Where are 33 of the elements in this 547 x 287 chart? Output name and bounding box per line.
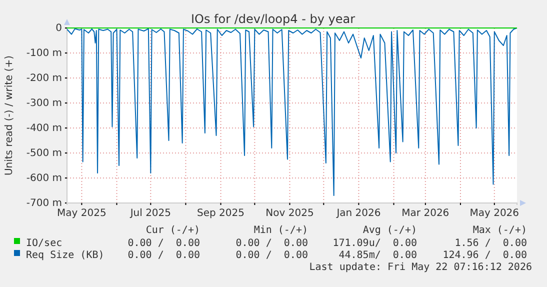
text: 1.56 / 0.00 [454,238,527,249]
y-axis-title: Units read (-) / write (+) [4,55,15,176]
text: Last update: Fri May 22 07:16:12 2026 [309,262,532,273]
y-tick-label: -400 m [26,123,62,134]
text: 124.96 / 0.00 [442,250,527,261]
x-tick-label: Jul 2025 [129,208,172,220]
text: Min (-/+) [254,225,308,236]
text: Cur (-/+) [146,225,200,236]
x-tick-label: May 2025 [57,208,106,220]
y-tick-label: -500 m [26,148,62,160]
x-tick-label: Nov 2025 [266,208,314,220]
text: 0.00 / 0.00 [236,238,308,249]
text: Max (-/+) [472,225,527,236]
legend-label: Req Size (KB) [26,250,104,261]
text: 0.00 / 0.00 [236,250,308,261]
text: Avg (-/+) [362,225,417,236]
chart-title: IOs for /dev/loop4 - by year [190,12,356,26]
x-tick-label: Sep 2025 [197,208,245,220]
x-tick-label: Jan 2026 [336,208,381,220]
line-series [66,28,518,196]
y-tick-label: -100 m [26,48,62,60]
text: 171.09u/ 0.00 [332,238,417,249]
y-tick-label: -300 m [26,98,62,110]
y-tick-label: 0 [56,23,62,34]
text: 44.85m/ 0.00 [338,250,417,261]
text: 0.00 / 0.00 [128,250,200,261]
y-tick-label: -600 m [26,173,62,184]
y-tick-label: -700 m [26,198,62,210]
x-tick-label: Mar 2026 [402,208,450,220]
x-tick-label: May 2026 [470,208,520,220]
legend-label: IO/sec [26,238,62,249]
y-tick-label: -200 m [26,73,62,84]
text: 0.00 / 0.00 [128,238,200,249]
